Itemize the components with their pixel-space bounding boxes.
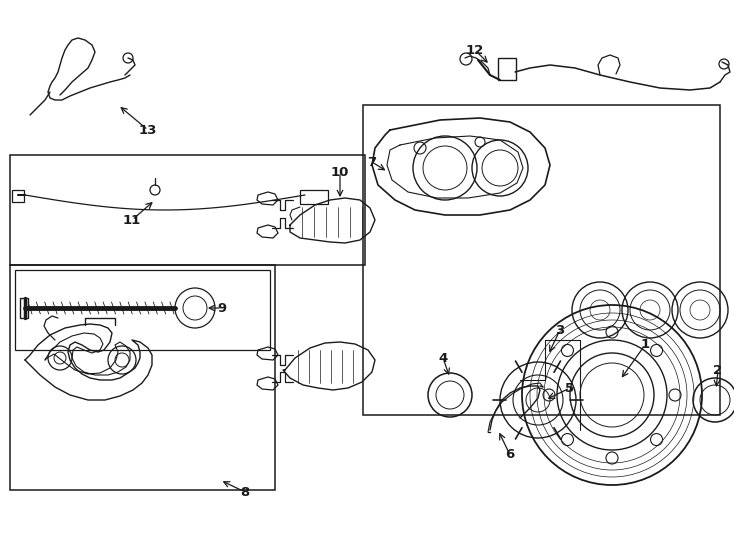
Text: 10: 10	[331, 165, 349, 179]
Text: 6: 6	[506, 449, 515, 462]
Text: 3: 3	[556, 323, 564, 336]
Text: 9: 9	[217, 301, 227, 314]
Bar	[12, 190, 24, 202]
Text: 2: 2	[713, 363, 722, 376]
Bar	[15, 270, 270, 350]
Text: 5: 5	[565, 381, 575, 395]
Bar	[498, 58, 516, 80]
Bar	[10, 155, 365, 265]
Text: 4: 4	[438, 352, 448, 365]
Bar	[20, 298, 28, 318]
Text: 12: 12	[466, 44, 484, 57]
Text: 7: 7	[368, 156, 377, 168]
Text: 8: 8	[240, 485, 250, 498]
Text: 1: 1	[641, 339, 650, 352]
Bar	[300, 190, 328, 204]
Text: 13: 13	[139, 124, 157, 137]
Bar	[10, 265, 275, 490]
Text: 11: 11	[123, 213, 141, 226]
